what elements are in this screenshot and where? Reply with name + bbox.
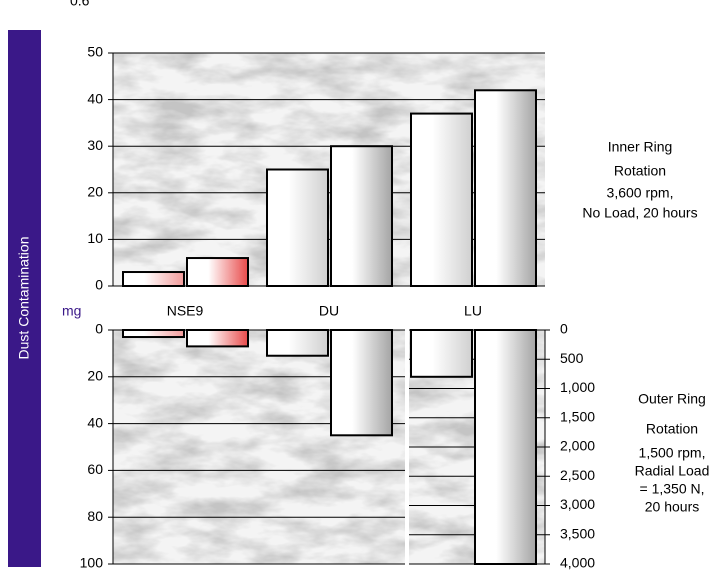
y2-tick-label: 1,000 [560,379,595,395]
y2-tick-label: 2,500 [560,467,595,483]
y-tick-label: 20 [87,184,103,200]
y-tick-label: 80 [87,508,103,524]
annotation: Rotation [646,421,698,437]
y2-tick-label: 4,000 [560,555,595,571]
annotation: Inner Ring [608,139,673,155]
bar [330,329,393,437]
bar [186,257,249,288]
category-label: LU [464,303,482,319]
y2-tick-label: 2,000 [560,438,595,454]
y-tick-label: 40 [87,90,103,106]
y-tick-label: 50 [87,44,103,60]
annotation: 1,500 rpm, [639,445,706,461]
category-label: NSE9 [167,303,204,319]
bar [410,329,473,378]
y2-tick-label: 500 [560,350,584,366]
bar [330,145,393,287]
y-tick-label: 10 [87,230,103,246]
category-label: DU [319,303,339,319]
y-tick-label: 0 [95,277,103,293]
y-tick-label: 40 [87,414,103,430]
y-tick-label: 100 [80,555,104,571]
annotation: Rotation [614,163,666,179]
annotation: Outer Ring [638,391,706,407]
bar [122,329,185,339]
y2-tick-label: 3,500 [560,525,595,541]
bar [122,271,185,287]
bar [410,112,473,287]
y2-tick-label: 3,000 [560,496,595,512]
bar [474,329,537,565]
unit-label: mg [62,303,81,319]
bar [474,89,537,287]
y2-tick-label: 1,500 [560,408,595,424]
y-tick-label: 20 [87,368,103,384]
bar [266,168,329,287]
annotation: No Load, 20 hours [582,205,697,221]
y-tick-label: 30 [87,137,103,153]
bar [266,329,329,357]
y-tick-label: 0 [95,321,103,337]
bar [186,329,249,348]
annotation: 20 hours [645,499,699,515]
y-axis-title: Dust Contamination [16,237,32,360]
y2-tick-label: 0 [560,321,568,337]
annotation: 3,600 rpm, [607,185,674,201]
annotation: = 1,350 N, [640,481,705,497]
y-tick-label: 60 [87,461,103,477]
annotation: Radial Load [635,463,710,479]
axis-title-box [8,30,41,567]
corner-text: 0.6 [70,0,90,9]
